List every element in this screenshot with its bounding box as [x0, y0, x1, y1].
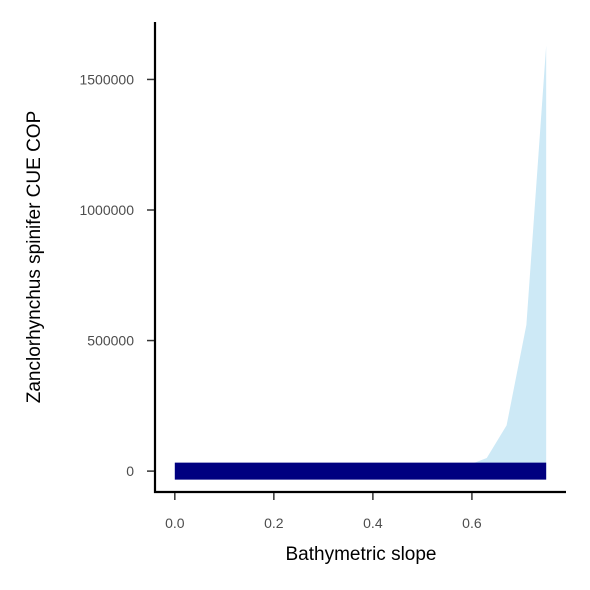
x-tick-label: 0.2	[264, 515, 284, 531]
y-tick-label: 1000000	[79, 202, 134, 218]
y-tick-label: 1500000	[79, 71, 134, 87]
y-tick-label: 500000	[87, 333, 134, 349]
x-tick-label: 0.6	[462, 515, 482, 531]
y-axis-ticks: 0 500000 1000000 1500000	[79, 71, 154, 479]
x-tick-label: 0.4	[363, 515, 383, 531]
x-axis-ticks: 0.0 0.2 0.4 0.6	[165, 493, 482, 531]
y-axis-title: Zanclorhynchus spinifer CUE COP	[24, 111, 45, 404]
x-tick-label: 0.0	[165, 515, 185, 531]
y-tick-label: 0	[126, 463, 134, 479]
x-axis-title: Bathymetric slope	[285, 544, 436, 565]
confidence-band	[174, 45, 547, 479]
plot-area	[174, 45, 547, 480]
